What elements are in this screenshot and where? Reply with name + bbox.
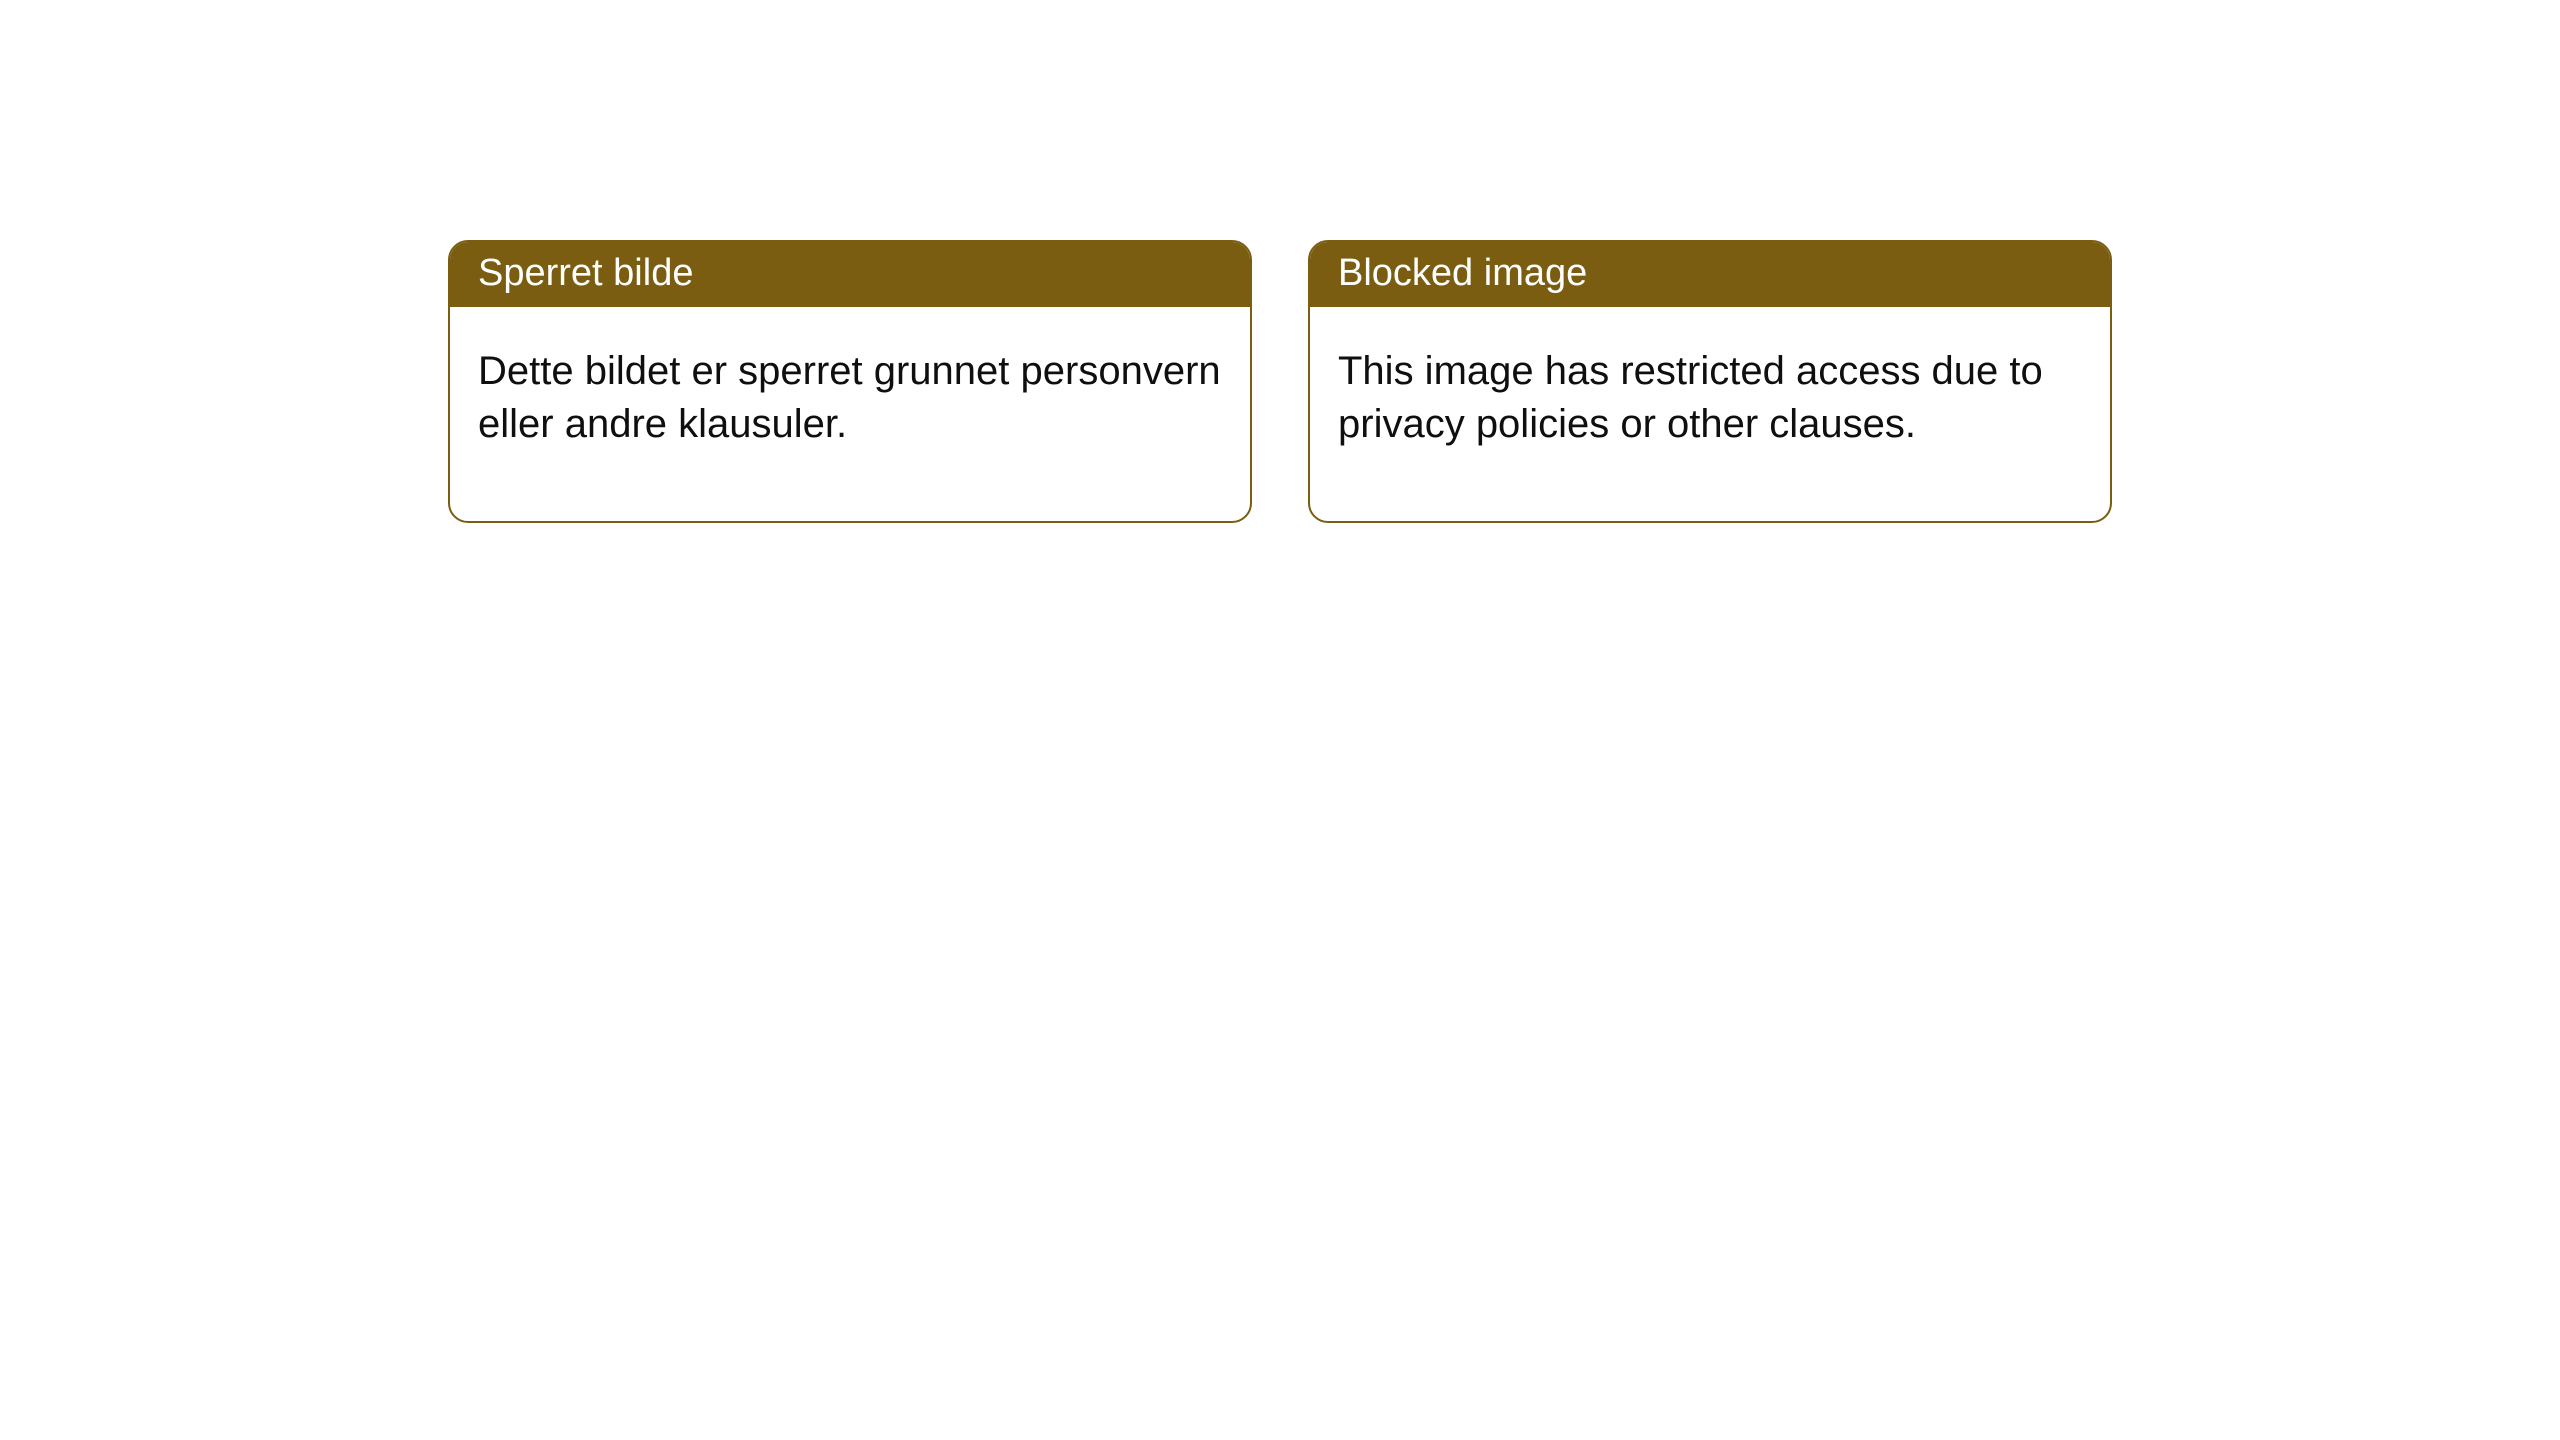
notice-body-norwegian: Dette bildet er sperret grunnet personve… [450, 307, 1250, 521]
notice-title-english: Blocked image [1310, 242, 2110, 307]
notice-container: Sperret bilde Dette bildet er sperret gr… [0, 0, 2560, 523]
notice-title-norwegian: Sperret bilde [450, 242, 1250, 307]
notice-box-norwegian: Sperret bilde Dette bildet er sperret gr… [448, 240, 1252, 523]
notice-body-english: This image has restricted access due to … [1310, 307, 2110, 521]
notice-box-english: Blocked image This image has restricted … [1308, 240, 2112, 523]
